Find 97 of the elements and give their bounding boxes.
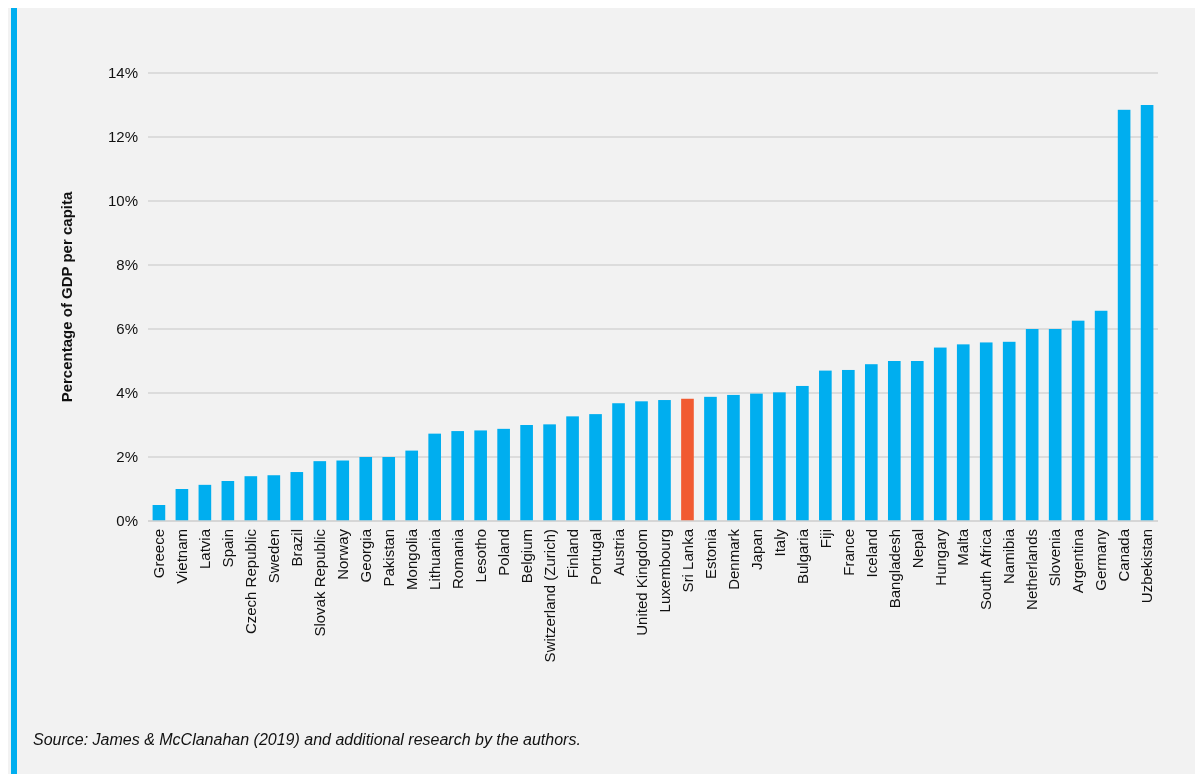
- x-tick-label: Spain: [219, 529, 237, 568]
- x-tick-label: Switzerland (Zurich): [540, 529, 558, 663]
- bar: [933, 347, 947, 521]
- x-tick-label: Estonia: [701, 528, 719, 580]
- bar: [1002, 341, 1016, 521]
- y-tick-label: 4%: [116, 384, 138, 402]
- bar: [359, 457, 373, 521]
- x-tick-label: Italy: [770, 528, 788, 557]
- bar: [428, 433, 441, 521]
- x-tick-label: Fiji: [816, 529, 834, 549]
- x-tick-label: Brazil: [288, 529, 306, 567]
- bar: [1140, 105, 1154, 521]
- x-tick-label: Greece: [150, 529, 168, 579]
- x-tick-label: Vietnam: [173, 529, 191, 584]
- x-tick-label: Finland: [563, 529, 581, 579]
- x-tick-label: Czech Republic: [242, 528, 260, 635]
- x-tick-label: Lesotho: [471, 529, 489, 583]
- x-tick-label: Denmark: [724, 528, 742, 590]
- bar: [589, 414, 602, 521]
- bar: [681, 398, 694, 521]
- y-tick-label: 0%: [116, 512, 138, 530]
- source-note: Source: James & McClanahan (2019) and additional research by the authors.: [33, 731, 581, 748]
- y-axis-title: Percentage of GDP per capita: [58, 191, 75, 403]
- bar: [635, 401, 648, 521]
- x-tick-label: Namibia: [1000, 528, 1018, 585]
- x-tick-label: Poland: [494, 529, 512, 576]
- x-tick-label: Germany: [1092, 528, 1110, 591]
- x-tick-label: Nepal: [908, 529, 926, 569]
- y-tick-label: 8%: [116, 256, 138, 274]
- y-tick-label: 10%: [107, 192, 138, 210]
- y-tick-label: 12%: [107, 128, 138, 146]
- bar: [543, 424, 556, 521]
- x-tick-label: Malta: [954, 528, 972, 566]
- x-tick-label: Sweden: [265, 529, 283, 584]
- bar: [474, 430, 487, 521]
- bar: [910, 361, 924, 521]
- x-tick-label: Georgia: [356, 528, 374, 583]
- bar: [520, 425, 533, 521]
- bar: [773, 392, 786, 521]
- bar: [704, 396, 717, 521]
- bar: [1094, 310, 1108, 521]
- x-tick-label: Austria: [609, 528, 627, 576]
- bar: [221, 481, 235, 521]
- x-tick-label: Netherlands: [1023, 529, 1041, 610]
- bar: [382, 457, 396, 521]
- x-tick-label: Canada: [1115, 528, 1133, 582]
- y-tick-label: 14%: [107, 64, 138, 82]
- x-tick-label: Uzbekistan: [1138, 529, 1156, 604]
- x-tick-label: Mongolia: [402, 528, 420, 590]
- x-tick-label: Bangladesh: [885, 529, 903, 609]
- x-tick-label: Luxembourg: [655, 529, 673, 613]
- y-tick-label: 2%: [116, 448, 138, 466]
- x-tick-label: South Africa: [977, 528, 995, 610]
- bar: [979, 342, 993, 521]
- bar: [887, 361, 901, 521]
- bar: [175, 489, 189, 521]
- x-tick-label: Pakistan: [379, 529, 397, 587]
- bar: [612, 403, 625, 521]
- bar: [405, 450, 419, 521]
- x-tick-label: Lithuania: [425, 528, 443, 590]
- bar: [290, 472, 304, 521]
- x-tick-label: Bulgaria: [793, 528, 811, 585]
- x-tick-label: Slovenia: [1046, 528, 1064, 587]
- x-tick-label: Romania: [448, 528, 466, 590]
- bar: [658, 400, 671, 521]
- x-tick-label: Iceland: [862, 529, 880, 578]
- bar: [313, 461, 327, 521]
- bar: [451, 431, 464, 521]
- bar: [750, 393, 763, 521]
- bar: [1071, 320, 1085, 521]
- x-tick-label: Belgium: [517, 529, 535, 584]
- y-tick-label: 6%: [116, 320, 138, 338]
- x-tick-label: Latvia: [196, 528, 214, 570]
- x-tick-label: United Kingdom: [632, 529, 650, 636]
- bar: [865, 364, 878, 521]
- bar: [1117, 109, 1131, 521]
- bar: [727, 394, 740, 521]
- bar: [1048, 329, 1062, 521]
- bar: [1025, 329, 1039, 521]
- x-tick-label: Norway: [334, 528, 352, 580]
- x-tick-label: Argentina: [1069, 528, 1087, 594]
- bar: [956, 344, 970, 521]
- x-tick-label: Japan: [747, 529, 765, 570]
- x-tick-label: Portugal: [586, 529, 604, 585]
- bar: [336, 460, 350, 521]
- x-tick-label: France: [839, 529, 857, 576]
- bar: [796, 385, 809, 521]
- bar: [566, 416, 579, 521]
- bar: [842, 369, 855, 521]
- bar: [497, 428, 510, 521]
- x-tick-label: Hungary: [931, 528, 949, 586]
- x-tick-label: Sri Lanka: [678, 528, 696, 593]
- bar: [267, 475, 281, 521]
- x-tick-label: Slovak Republic: [311, 528, 329, 637]
- bar: [244, 476, 258, 521]
- bar: [198, 484, 212, 521]
- bar: [819, 370, 832, 521]
